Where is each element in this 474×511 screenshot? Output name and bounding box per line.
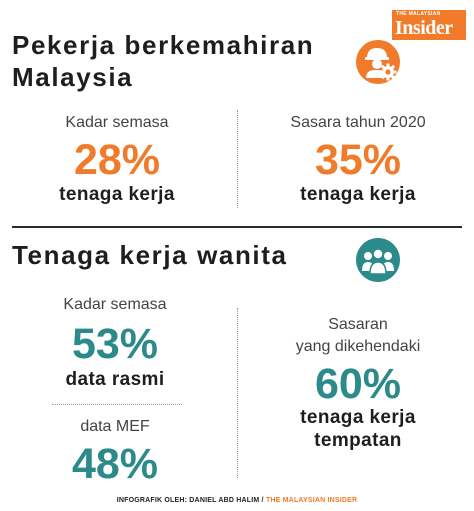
s1-right-unit: tenaga kerja xyxy=(300,184,416,205)
footer-credit: INFOGRAFIK OLEH: DANIEL ABD HALIM / THE … xyxy=(0,497,474,504)
brand-logo-main: Insider xyxy=(395,17,453,39)
footer-source: THE MALAYSIAN INSIDER xyxy=(265,497,358,504)
s2-left-bottom-value: 48% xyxy=(71,440,159,488)
s2-right-label-line1: Sasaran xyxy=(328,316,388,333)
s2-left-divider xyxy=(52,404,182,405)
brand-logo: THE MALAYSIAN Insider xyxy=(392,10,466,40)
s2-left-top-label: Kadar semasa xyxy=(63,296,167,313)
section1-title-line2: Malaysia xyxy=(12,62,134,92)
section1-title-line1: Pekerja berkemahiran xyxy=(12,30,315,60)
section-divider xyxy=(12,226,462,228)
section2-title: Tenaga kerja wanita xyxy=(12,240,288,270)
s2-left-top-value: 53% xyxy=(71,320,159,368)
section2-divider xyxy=(237,308,238,478)
s1-right-value: 35% xyxy=(314,136,402,184)
s2-right-unit-line2: tempatan xyxy=(314,430,402,451)
footer-credit-text: INFOGRAFIK OLEH: DANIEL ABD HALIM / xyxy=(116,497,264,504)
s1-left-value: 28% xyxy=(73,136,161,184)
s2-right-label-line2: yang dikehendaki xyxy=(295,338,421,355)
s1-left-unit: tenaga kerja xyxy=(59,184,175,205)
brand-logo-top: THE MALAYSIAN xyxy=(396,11,441,17)
s2-left-bottom-label: data MEF xyxy=(80,418,150,435)
worker-gear-icon xyxy=(356,40,400,84)
s2-right-unit-line1: tenaga kerja xyxy=(300,407,416,428)
s1-right-label: Sasara tahun 2020 xyxy=(290,114,426,131)
s1-left-label: Kadar semasa xyxy=(65,114,169,131)
section1-divider xyxy=(237,110,238,208)
s2-left-top-unit: data rasmi xyxy=(65,369,165,390)
s2-right-value: 60% xyxy=(314,360,402,408)
women-group-icon xyxy=(356,238,400,282)
